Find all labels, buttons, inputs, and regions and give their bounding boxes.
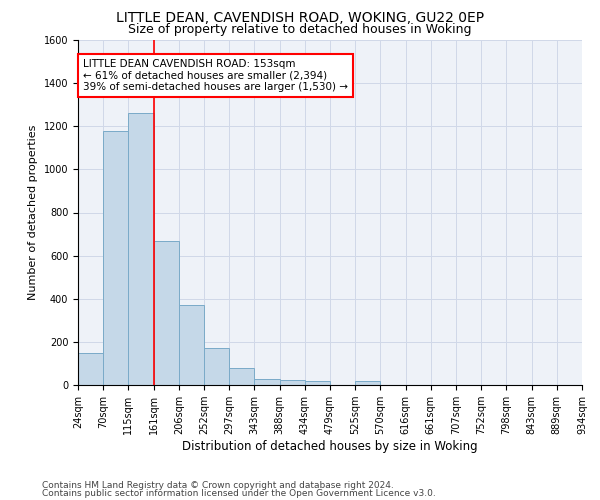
Bar	[355, 380, 380, 385]
Bar	[154, 240, 179, 385]
Y-axis label: Number of detached properties: Number of detached properties	[28, 125, 38, 300]
Bar	[179, 305, 204, 385]
X-axis label: Distribution of detached houses by size in Woking: Distribution of detached houses by size …	[182, 440, 478, 453]
Text: LITTLE DEAN, CAVENDISH ROAD, WOKING, GU22 0EP: LITTLE DEAN, CAVENDISH ROAD, WOKING, GU2…	[116, 11, 484, 25]
Bar	[254, 378, 280, 385]
Text: LITTLE DEAN CAVENDISH ROAD: 153sqm
← 61% of detached houses are smaller (2,394)
: LITTLE DEAN CAVENDISH ROAD: 153sqm ← 61%…	[83, 59, 348, 92]
Bar	[229, 368, 254, 385]
Bar	[128, 114, 154, 385]
Bar	[204, 348, 229, 385]
Bar	[103, 130, 128, 385]
Text: Contains HM Land Registry data © Crown copyright and database right 2024.: Contains HM Land Registry data © Crown c…	[42, 481, 394, 490]
Text: Contains public sector information licensed under the Open Government Licence v3: Contains public sector information licen…	[42, 488, 436, 498]
Bar	[78, 352, 103, 385]
Bar	[280, 380, 305, 385]
Text: Size of property relative to detached houses in Woking: Size of property relative to detached ho…	[128, 22, 472, 36]
Bar	[305, 380, 330, 385]
